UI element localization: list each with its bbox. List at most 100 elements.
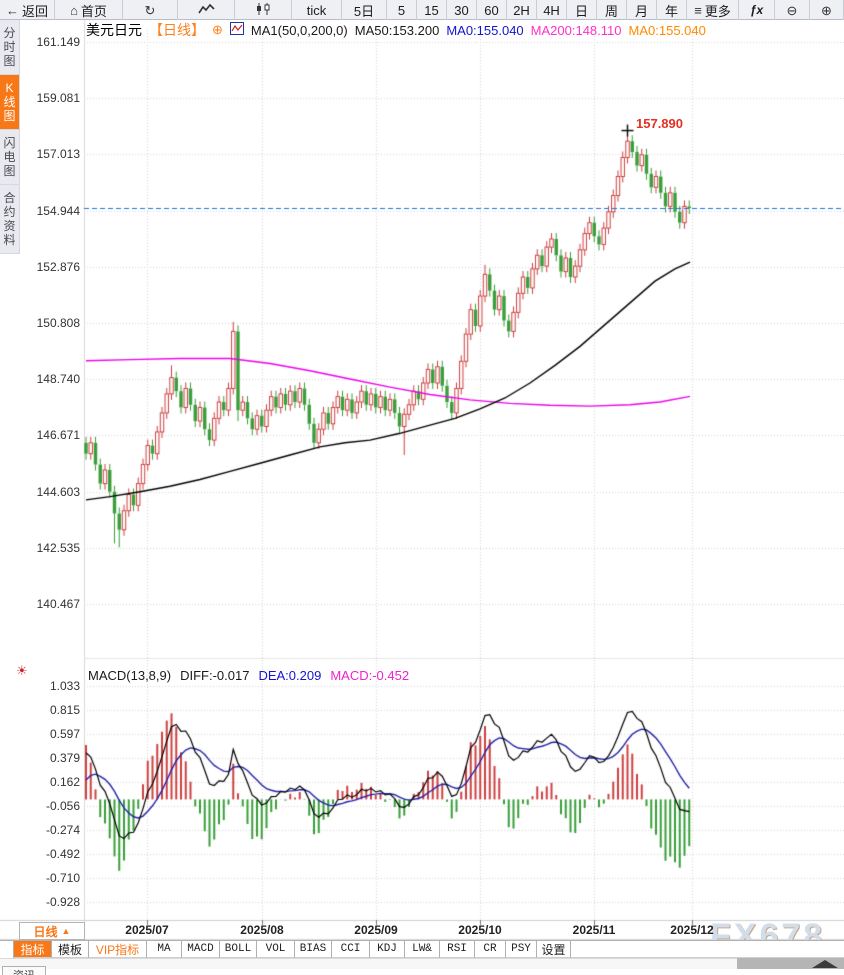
more-button-label: 更多 — [704, 3, 731, 19]
refresh-button[interactable]: ↻ — [123, 0, 178, 20]
chart-header: 美元日元 【日线】 ⊕ MA1(50,0,200,0) MA50:153.200… — [86, 22, 706, 38]
news-tab[interactable]: 资讯 — [2, 966, 46, 975]
indicator-tab-cci[interactable]: CCI — [332, 941, 370, 958]
interval-30-button-label: 30 — [454, 2, 469, 18]
indicator-settings-icon[interactable]: ☀ — [16, 663, 28, 678]
main-y-axis-label: 159.081 — [36, 91, 80, 106]
refresh-icon: ↻ — [144, 2, 156, 18]
interval-week-button-label: 周 — [604, 3, 618, 19]
collapse-triangle-icon[interactable] — [812, 960, 838, 968]
interval-30-button[interactable]: 30 — [447, 0, 477, 20]
main-y-axis-label: 154.944 — [36, 203, 80, 218]
interval-month-button[interactable]: 月 — [627, 0, 657, 20]
ma0-orange-value: MA0:155.040 — [628, 22, 706, 38]
macd-y-axis-label: 0.162 — [49, 774, 80, 789]
line-chart-button[interactable] — [178, 0, 235, 20]
interval-week-button[interactable]: 周 — [597, 0, 627, 20]
sidebar-item-lightning-chart[interactable]: 闪电图 — [0, 130, 20, 185]
candlestick-icon — [256, 2, 271, 18]
indicator-tab-rsi[interactable]: RSI — [440, 941, 475, 958]
symbol-name: 美元日元 — [86, 22, 142, 38]
zoom-out-icon: ⊖ — [786, 2, 798, 18]
indicator-tab-vip指标[interactable]: VIP指标 — [89, 941, 147, 958]
macd-y-axis-label: -0.928 — [45, 894, 80, 909]
indicator-tab-cr[interactable]: CR — [475, 941, 506, 958]
main-y-axis-label: 157.013 — [36, 147, 80, 162]
indicator-tab-ma[interactable]: MA — [147, 941, 182, 958]
macd-params: MACD(13,8,9) — [88, 668, 172, 683]
main-y-axis-label: 152.876 — [36, 259, 80, 274]
tab-bar-filler — [571, 941, 844, 958]
ma-settings-text: MA1(50,0,200,0) — [250, 22, 348, 38]
sidebar-item-time-chart[interactable]: 分时图 — [0, 20, 20, 75]
high-price-annotation: 157.890 — [636, 116, 683, 131]
indicator-tab-boll[interactable]: BOLL — [220, 941, 257, 958]
main-y-axis-label: 150.808 — [36, 316, 80, 330]
indicator-tab-bias[interactable]: BIAS — [295, 941, 332, 958]
interval-tick-button[interactable]: tick — [292, 0, 342, 20]
macd-y-axis-label: -0.710 — [45, 870, 80, 885]
indicator-tab-psy[interactable]: PSY — [506, 941, 537, 958]
chart-type-sidebar: 分时图 K线图 闪电图 合约资料 — [0, 20, 20, 254]
macd-y-axis-label: 0.597 — [49, 726, 80, 741]
macd-macd-value: MACD:-0.452 — [330, 668, 410, 683]
period-tag: 【日线】 — [149, 22, 205, 38]
interval-5-button[interactable]: 5 — [387, 0, 417, 20]
interval-year-button-label: 年 — [664, 3, 678, 19]
x-axis-label: 2025/09 — [354, 923, 398, 937]
line-chart-icon — [197, 3, 215, 18]
interval-60-button-label: 60 — [484, 2, 499, 18]
interval-5-button-label: 5 — [397, 2, 406, 18]
zoom-in-icon: ⊕ — [821, 2, 832, 18]
interval-2h-button[interactable]: 2H — [507, 0, 537, 20]
interval-day-button-label: 日 — [574, 3, 588, 19]
add-overlay-icon[interactable]: ⊕ — [212, 22, 223, 37]
interval-4h-button-label: 4H — [543, 2, 560, 18]
indicator-tab-指标[interactable]: 指标 — [14, 941, 52, 958]
x-axis-label: 2025/12 — [670, 923, 714, 937]
sidebar-item-kline-chart[interactable]: K线图 — [0, 75, 20, 130]
main-y-axis-label: 148.740 — [36, 372, 80, 387]
indicator-tab-kdj[interactable]: KDJ — [370, 941, 405, 958]
main-y-axis-label: 140.467 — [36, 597, 80, 611]
x-axis-label: 2025/07 — [125, 923, 169, 937]
sidebar-item-contract-info[interactable]: 合约资料 — [0, 185, 20, 254]
indicator-tab-lw[interactable]: LW& — [405, 941, 440, 958]
horizontal-scrollbar-thumb[interactable] — [737, 958, 844, 969]
macd-y-axis-label: 0.379 — [49, 750, 80, 765]
home-icon: ⌂ — [70, 2, 78, 18]
period-selector[interactable]: 日线 ▲ — [19, 922, 85, 940]
menu-icon: ≡ — [694, 2, 702, 18]
interval-60-button[interactable]: 60 — [477, 0, 507, 20]
interval-15-button-label: 15 — [424, 2, 439, 18]
zoom-out-button[interactable]: ⊖ — [775, 0, 810, 20]
indicator-tab-设置[interactable]: 设置 — [537, 941, 571, 958]
macd-header: MACD(13,8,9) DIFF:-0.017 DEA:0.209 MACD:… — [88, 668, 409, 683]
home-button[interactable]: ⌂ 首页 — [55, 0, 123, 20]
interval-15-button[interactable]: 15 — [417, 0, 447, 20]
interval-4h-button[interactable]: 4H — [537, 0, 567, 20]
back-button[interactable]: ← 返回 — [0, 0, 55, 20]
back-arrow-icon: ← — [5, 2, 19, 18]
period-selector-label: 日线 — [33, 924, 58, 939]
horizontal-scrollbar-track[interactable] — [0, 958, 844, 969]
zoom-in-button[interactable]: ⊕ — [810, 0, 844, 20]
toolbar: ← 返回 ⌂ 首页 ↻ tick 5日 5 15 30 60 2H 4H 日周月年 ≡ 更多 ƒx ⊖ ⊕ — [0, 0, 844, 20]
interval-year-button[interactable]: 年 — [657, 0, 687, 20]
candle-chart-button[interactable] — [235, 0, 292, 20]
macd-y-axis-label: -0.274 — [45, 822, 80, 837]
indicator-tab-macd[interactable]: MACD — [182, 941, 220, 958]
ma0-blue-value: MA0:155.040 — [446, 22, 524, 38]
indicator-tab-模板[interactable]: 模板 — [52, 941, 89, 958]
fx-button[interactable]: ƒx — [739, 0, 775, 20]
main-y-axis-label: 146.671 — [36, 428, 80, 443]
ma-indicator-icon[interactable] — [229, 22, 244, 38]
interval-day-button[interactable]: 日 — [567, 0, 597, 20]
interval-5d-button[interactable]: 5日 — [342, 0, 387, 20]
main-y-axis-label: 161.149 — [36, 35, 80, 49]
more-button[interactable]: ≡ 更多 — [687, 0, 739, 20]
home-button-label: 首页 — [80, 3, 107, 19]
indicator-tab-vol[interactable]: VOL — [257, 941, 295, 958]
